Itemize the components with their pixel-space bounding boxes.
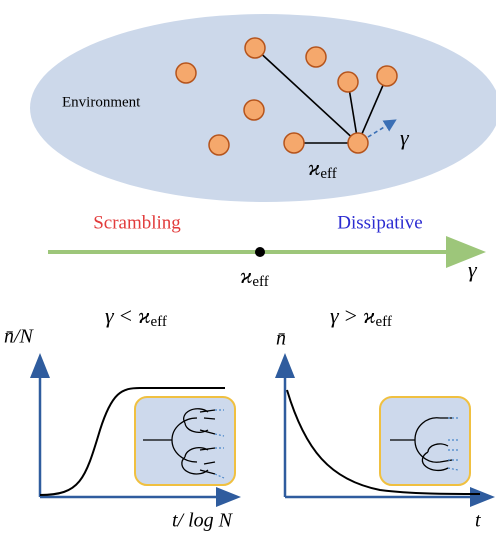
rhs: ϰ [363,303,375,328]
figure: Environment γ ϰeff Scrambling Dissipativ… [0,0,496,536]
rate-label: γ [400,125,410,150]
condition: γ>ϰeff [330,303,392,330]
y-label: n̄ [276,328,286,350]
environment: Environment γ ϰeff [30,14,496,202]
symbol: ϰ [308,155,320,180]
environment-label: Environment [62,94,141,110]
lhs: γ [330,303,340,328]
rhs: ϰ [138,303,150,328]
subscript: eff [320,166,336,182]
panel-right: γ>ϰeff n̄ t [276,303,490,532]
axis-end: γ [468,257,478,282]
y-label: n̄/N [4,326,35,348]
op: < [120,303,132,328]
phase-axis: Scrambling Dissipative ϰeff γ [48,212,478,290]
condition: γ<ϰeff [105,303,167,330]
x-label: t [475,510,481,532]
op: > [345,303,357,328]
left-phase: Scrambling [93,212,181,233]
lhs: γ [105,303,115,328]
panel-left: γ<ϰeff n̄/N t/ log N [4,303,236,532]
symbol: ϰ [240,263,252,288]
point-label: ϰeff [240,263,269,290]
right-phase: Dissipative [337,212,423,233]
subscript: eff [150,314,166,330]
subscript: eff [252,274,268,290]
subscript: eff [375,314,391,330]
x-label: t/ log N [172,510,234,532]
